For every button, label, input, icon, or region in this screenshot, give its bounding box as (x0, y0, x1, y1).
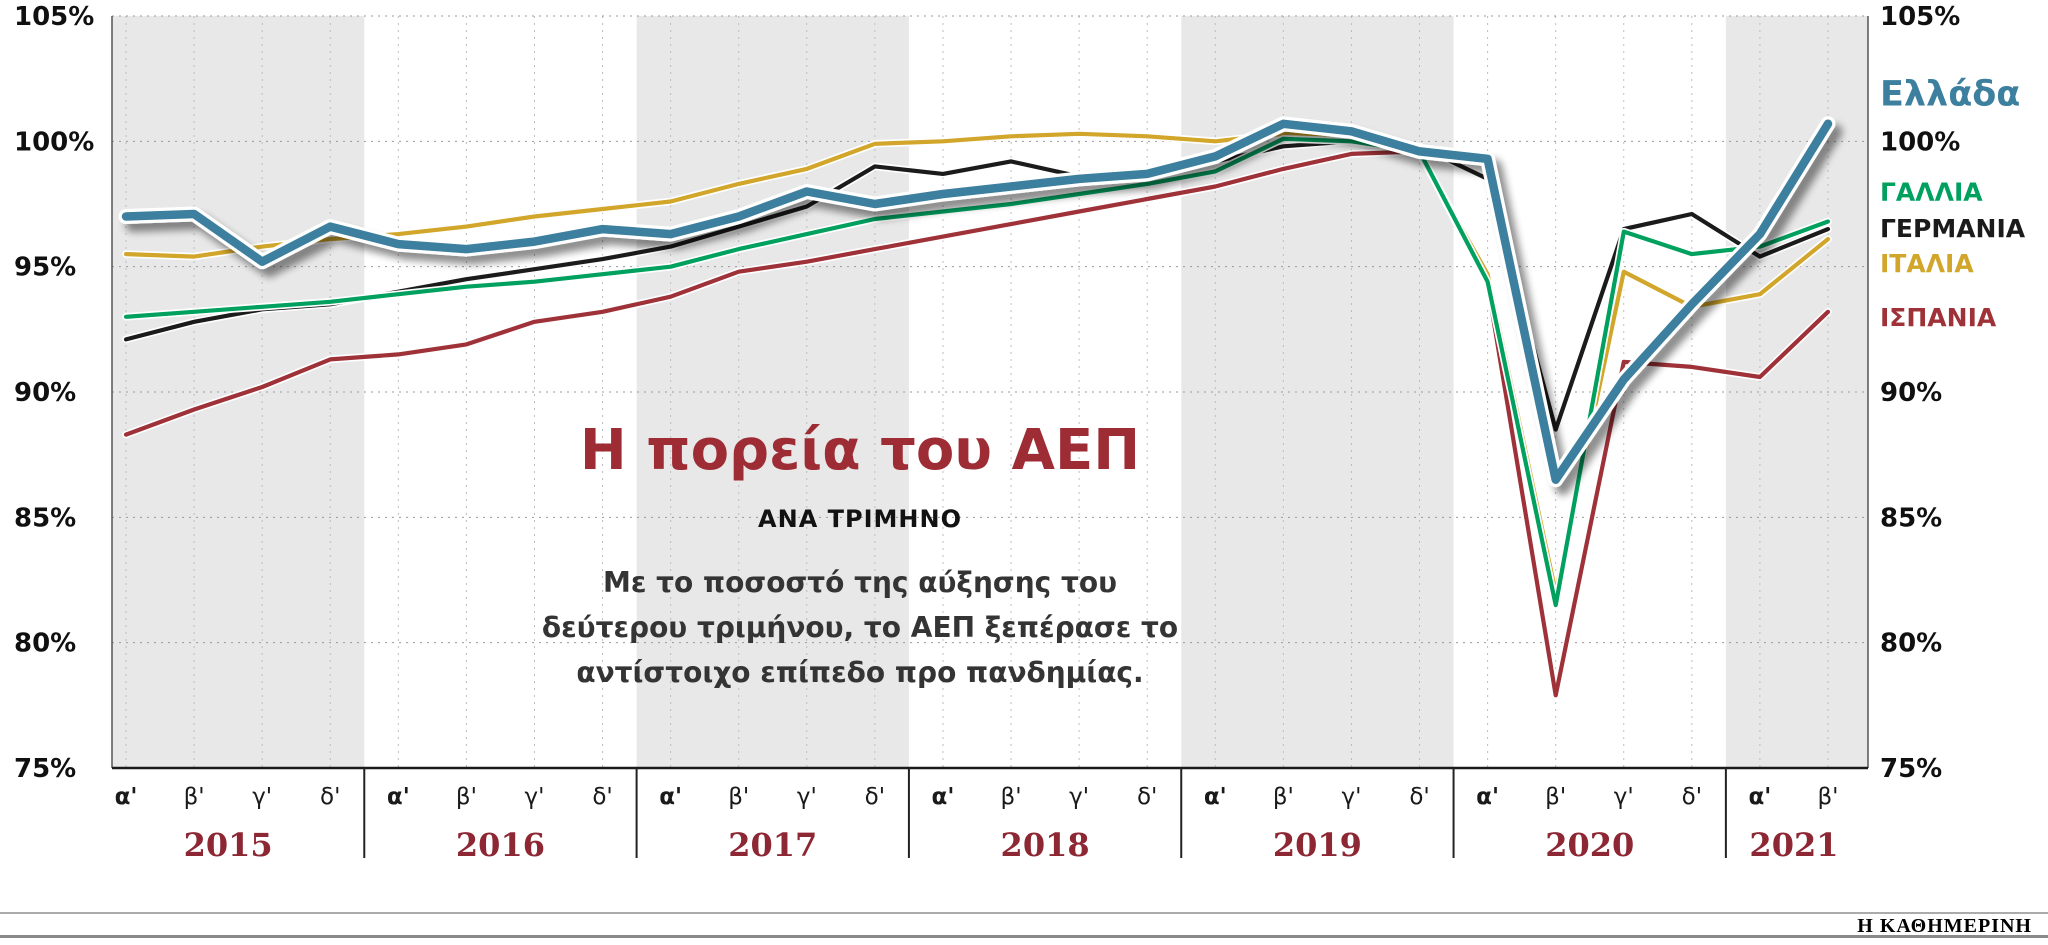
y-tick-label-left: 100% (14, 127, 94, 157)
series-france (122, 135, 1832, 609)
x-quarter-label: α' (115, 784, 138, 810)
publisher-logo: Η ΚΑΘΗΜΕΡΙΝΗ (1857, 915, 2032, 937)
x-quarter-label: δ' (1682, 784, 1702, 810)
x-quarter-label: β' (184, 784, 205, 810)
series-spain (122, 147, 1832, 700)
chart-subtitle: ΑΝΑ ΤΡΙΜΗΝΟ (758, 505, 962, 533)
legend-italy: ΙΤΑΛΙΑ (1880, 249, 1974, 278)
x-quarter-label: α' (1748, 784, 1771, 810)
x-quarter-label: α' (1204, 784, 1227, 810)
x-quarter-label: δ' (1137, 784, 1157, 810)
x-quarter-label: β' (1817, 784, 1838, 810)
year-band-2021 (1725, 16, 1868, 768)
y-tick-label-left: 95% (14, 253, 76, 283)
x-quarter-label: γ' (1614, 784, 1634, 810)
series-line-greece (121, 119, 1833, 484)
legend-france: ΓΑΛΛΙΑ (1880, 177, 1983, 206)
series-line-spain (123, 149, 1831, 698)
x-year-label: 2017 (728, 826, 817, 864)
x-quarter-label: β' (1545, 784, 1566, 810)
x-quarter-label: α' (387, 784, 410, 810)
x-quarter-label: γ' (525, 784, 545, 810)
x-quarter-label: δ' (592, 784, 612, 810)
chart-title: Η πορεία του ΑΕΠ (579, 418, 1141, 483)
x-year-label: 2021 (1749, 826, 1838, 864)
series-line-france (123, 136, 1831, 608)
y-tick-label-right: 105% (1880, 2, 1960, 32)
x-quarter-label: γ' (1069, 784, 1089, 810)
y-tick-label-left: 90% (14, 378, 76, 408)
legend-germany: ΓΕΡΜΑΝΙΑ (1880, 214, 2026, 243)
x-quarter-label: α' (659, 784, 682, 810)
y-tick-label-right: 100% (1880, 127, 1960, 157)
y-tick-label-right: 90% (1880, 378, 1942, 408)
y-tick-label-right: 85% (1880, 503, 1942, 533)
x-quarter-label: α' (932, 784, 955, 810)
x-quarter-label: δ' (320, 784, 340, 810)
chart-description: Με το ποσοστό της αύξησης του δεύτερου τ… (541, 566, 1179, 689)
y-tick-label-left: 85% (14, 503, 76, 533)
x-quarter-label: γ' (1341, 784, 1361, 810)
y-tick-label-right: 80% (1880, 629, 1942, 659)
x-year-label: 2018 (1001, 826, 1090, 864)
x-year-label: 2016 (456, 826, 545, 864)
footer: Η ΚΑΘΗΜΕΡΙΝΗ (0, 912, 2048, 938)
x-quarter-label: δ' (1409, 784, 1429, 810)
x-year-label: 2020 (1545, 826, 1634, 864)
x-quarter-label: δ' (865, 784, 885, 810)
x-quarter-label: β' (1001, 784, 1022, 810)
x-year-label: 2019 (1273, 826, 1362, 864)
series-greece (118, 116, 1836, 488)
y-tick-label-left: 75% (14, 754, 76, 784)
x-quarter-label: β' (456, 784, 477, 810)
x-quarter-label: γ' (797, 784, 817, 810)
footer-rule-top (0, 912, 2048, 914)
y-tick-label-right: 75% (1880, 754, 1942, 784)
y-tick-label-left: 80% (14, 629, 76, 659)
chart-title-block: Η πορεία του ΑΕΠ ΑΝΑ ΤΡΙΜΗΝΟ Με το ποσοσ… (500, 418, 1220, 695)
x-quarter-label: α' (1476, 784, 1499, 810)
legend-greece: Ελλάδα (1880, 74, 2020, 114)
x-year-label: 2015 (184, 826, 273, 864)
year-band-2017 (636, 16, 909, 768)
y-tick-label-left: 105% (14, 2, 94, 32)
legend-spain: ΙΣΠΑΝΙΑ (1880, 303, 1997, 332)
footer-rule-bottom (0, 935, 2048, 938)
x-quarter-label: γ' (252, 784, 272, 810)
x-quarter-label: β' (1273, 784, 1294, 810)
x-quarter-label: β' (728, 784, 749, 810)
